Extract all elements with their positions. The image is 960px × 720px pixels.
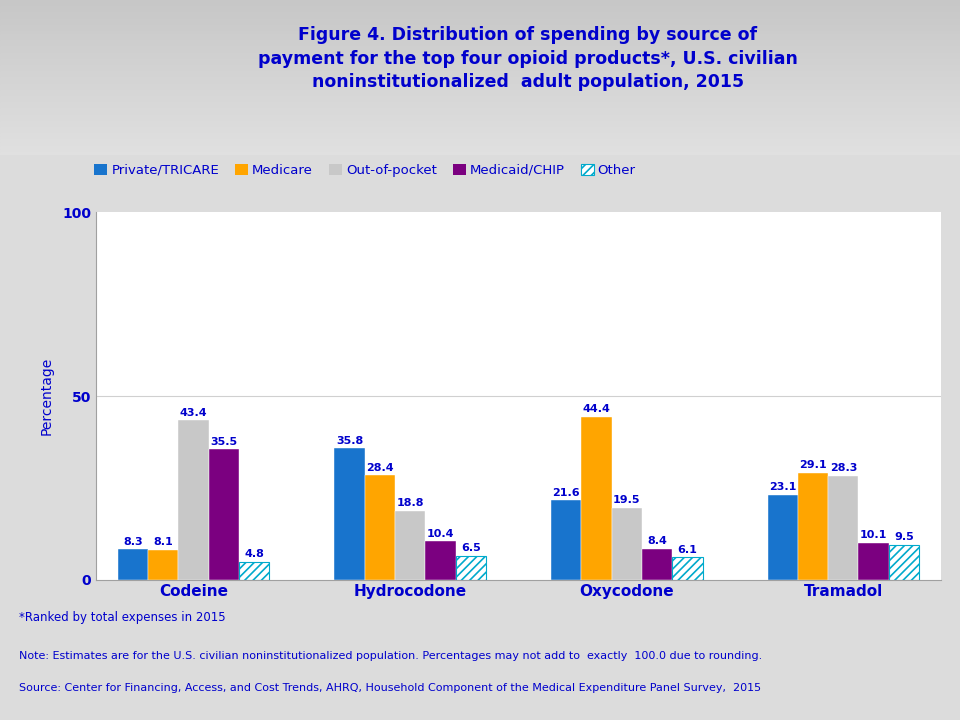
- Bar: [0, 96, 960, 99]
- Bar: [456, 556, 486, 580]
- Bar: [0, 28, 960, 31]
- Bar: [0, 136, 960, 139]
- Text: 21.6: 21.6: [552, 487, 580, 498]
- Bar: [798, 473, 828, 580]
- Bar: [0, 15, 960, 19]
- Text: 8.4: 8.4: [647, 536, 667, 546]
- Bar: [828, 476, 858, 580]
- Bar: [179, 420, 208, 580]
- Text: 8.1: 8.1: [154, 537, 173, 547]
- Bar: [0, 3, 960, 6]
- Text: Figure 4. Distribution of spending by source of
payment for the top four opioid : Figure 4. Distribution of spending by so…: [258, 26, 798, 91]
- Bar: [0, 124, 960, 127]
- Bar: [0, 81, 960, 84]
- Bar: [239, 562, 270, 580]
- Bar: [0, 99, 960, 102]
- Bar: [0, 12, 960, 15]
- Bar: [0, 114, 960, 117]
- Text: 35.8: 35.8: [336, 436, 363, 446]
- Text: *Ranked by total expenses in 2015: *Ranked by total expenses in 2015: [19, 611, 226, 624]
- Bar: [0, 152, 960, 155]
- Bar: [0, 43, 960, 46]
- Bar: [365, 475, 395, 580]
- Text: 43.4: 43.4: [180, 408, 207, 418]
- Bar: [0, 105, 960, 108]
- Bar: [0, 117, 960, 121]
- Bar: [0, 71, 960, 74]
- Bar: [0, 93, 960, 96]
- Bar: [0, 133, 960, 136]
- Text: 29.1: 29.1: [799, 460, 827, 470]
- Bar: [0, 74, 960, 77]
- Bar: [0, 77, 960, 81]
- Bar: [0, 55, 960, 59]
- Bar: [0, 145, 960, 148]
- Bar: [0, 59, 960, 62]
- Bar: [0, 130, 960, 133]
- Bar: [0, 31, 960, 34]
- Bar: [0, 22, 960, 24]
- Bar: [148, 550, 179, 580]
- Bar: [0, 86, 960, 90]
- Bar: [0, 148, 960, 152]
- Legend: Private/TRICARE, Medicare, Out-of-pocket, Medicaid/CHIP, Other: Private/TRICARE, Medicare, Out-of-pocket…: [94, 164, 636, 177]
- Bar: [0, 102, 960, 105]
- Bar: [612, 508, 642, 580]
- Text: Source: Center for Financing, Access, and Cost Trends, AHRQ, Household Component: Source: Center for Financing, Access, an…: [19, 683, 761, 693]
- Bar: [0, 6, 960, 9]
- Bar: [0, 37, 960, 40]
- Bar: [767, 495, 798, 580]
- Bar: [642, 549, 672, 580]
- Bar: [0, 9, 960, 12]
- Bar: [0, 112, 960, 114]
- Text: Note: Estimates are for the U.S. civilian noninstitutionalized population. Perce: Note: Estimates are for the U.S. civilia…: [19, 651, 762, 661]
- Bar: [889, 545, 919, 580]
- Bar: [0, 40, 960, 43]
- Bar: [0, 84, 960, 86]
- Bar: [0, 139, 960, 143]
- Bar: [0, 34, 960, 37]
- Text: 6.5: 6.5: [461, 543, 481, 553]
- Text: 10.4: 10.4: [426, 529, 454, 539]
- Bar: [581, 417, 612, 580]
- Text: 23.1: 23.1: [769, 482, 797, 492]
- Bar: [118, 549, 148, 580]
- Bar: [0, 65, 960, 68]
- Bar: [0, 90, 960, 93]
- Bar: [425, 541, 456, 580]
- Text: 44.4: 44.4: [583, 404, 611, 414]
- Bar: [0, 50, 960, 53]
- Text: 9.5: 9.5: [894, 532, 914, 542]
- Bar: [0, 19, 960, 22]
- Bar: [395, 510, 425, 580]
- Bar: [0, 121, 960, 124]
- Bar: [858, 542, 889, 580]
- Text: 18.8: 18.8: [396, 498, 424, 508]
- Bar: [0, 46, 960, 50]
- Bar: [551, 500, 581, 580]
- Bar: [208, 449, 239, 580]
- Bar: [0, 143, 960, 145]
- Y-axis label: Percentage: Percentage: [39, 357, 54, 435]
- Bar: [0, 108, 960, 112]
- Text: 4.8: 4.8: [244, 549, 264, 559]
- Bar: [672, 557, 703, 580]
- Text: 8.3: 8.3: [123, 536, 143, 546]
- Bar: [0, 53, 960, 55]
- Bar: [334, 448, 365, 580]
- Text: 6.1: 6.1: [678, 544, 697, 554]
- Text: 28.3: 28.3: [829, 463, 857, 473]
- Text: 10.1: 10.1: [860, 530, 887, 540]
- Bar: [0, 62, 960, 65]
- Text: 28.4: 28.4: [366, 463, 394, 473]
- Bar: [0, 68, 960, 71]
- Bar: [0, 0, 960, 3]
- Bar: [0, 24, 960, 28]
- Text: 35.5: 35.5: [210, 436, 237, 446]
- Text: 19.5: 19.5: [612, 495, 640, 505]
- Bar: [0, 127, 960, 130]
